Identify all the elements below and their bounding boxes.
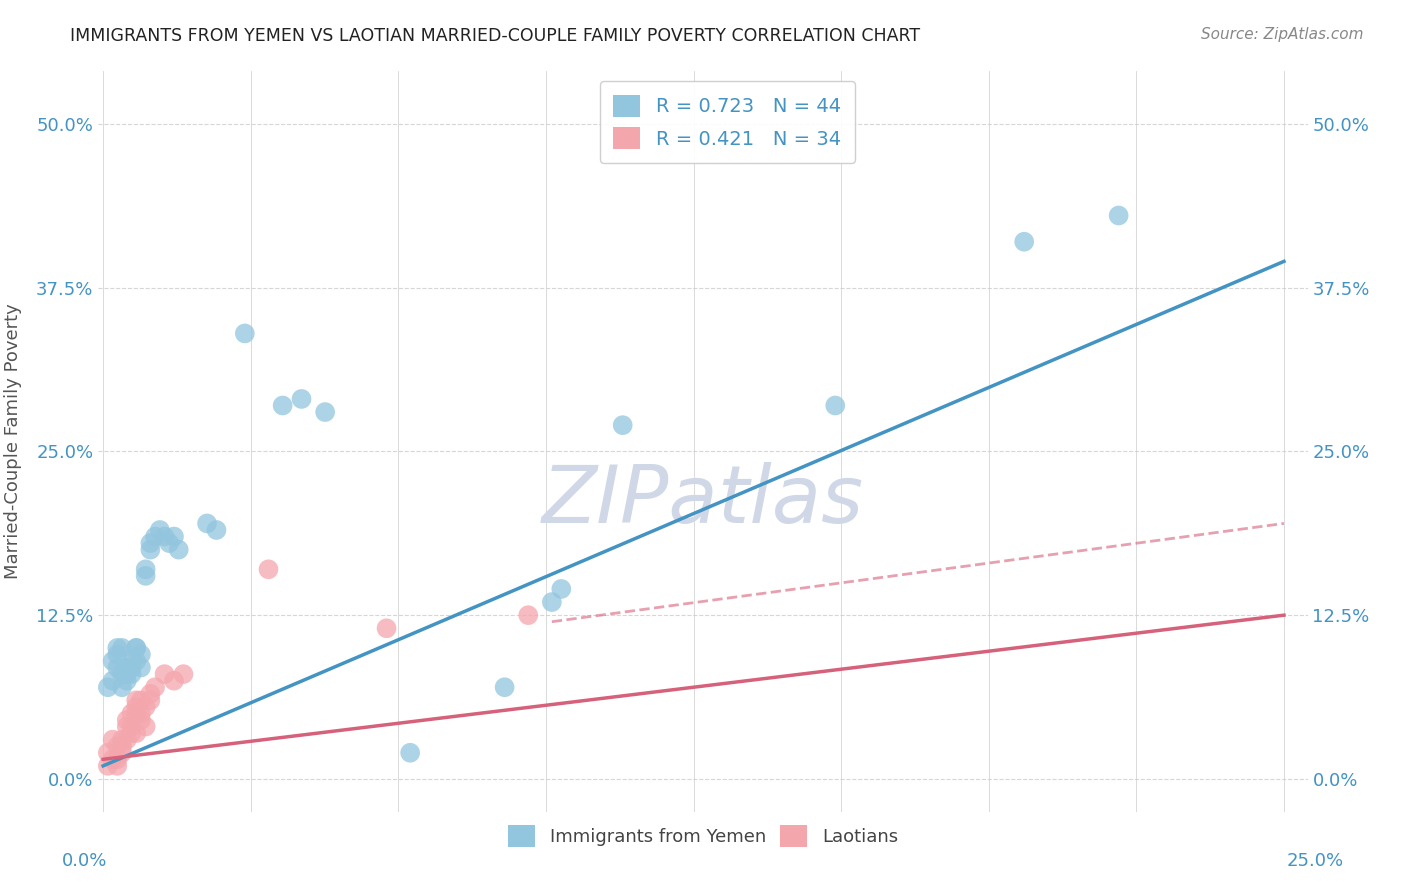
Point <box>121 667 143 681</box>
Point <box>105 640 128 655</box>
Point <box>101 752 124 766</box>
Point <box>121 720 143 734</box>
Legend: Immigrants from Yemen, Laotians: Immigrants from Yemen, Laotians <box>501 818 905 855</box>
Point <box>375 621 398 635</box>
Point <box>121 726 143 740</box>
Point <box>97 746 120 760</box>
Point <box>149 523 172 537</box>
Point <box>121 654 143 668</box>
Point <box>101 654 124 668</box>
Point <box>105 759 128 773</box>
Point <box>139 536 162 550</box>
Point <box>121 706 143 721</box>
Point <box>101 673 124 688</box>
Point <box>824 399 846 413</box>
Point <box>135 720 157 734</box>
Point <box>135 569 157 583</box>
Point <box>163 673 186 688</box>
Point <box>494 680 516 694</box>
Point <box>111 640 134 655</box>
Point <box>612 418 634 433</box>
Point <box>111 667 134 681</box>
Point <box>257 562 280 576</box>
Point <box>314 405 336 419</box>
Text: 0.0%: 0.0% <box>62 853 107 871</box>
Point <box>115 720 138 734</box>
Text: IMMIGRANTS FROM YEMEN VS LAOTIAN MARRIED-COUPLE FAMILY POVERTY CORRELATION CHART: IMMIGRANTS FROM YEMEN VS LAOTIAN MARRIED… <box>70 27 921 45</box>
Point <box>195 516 218 531</box>
Point <box>105 739 128 754</box>
Point <box>111 739 134 754</box>
Point <box>125 699 148 714</box>
Point <box>111 680 134 694</box>
Point <box>115 732 138 747</box>
Point <box>125 726 148 740</box>
Point <box>153 530 176 544</box>
Point <box>153 667 176 681</box>
Point <box>115 673 138 688</box>
Point <box>139 542 162 557</box>
Point <box>111 732 134 747</box>
Y-axis label: Married-Couple Family Poverty: Married-Couple Family Poverty <box>4 303 22 580</box>
Point <box>290 392 312 406</box>
Point <box>115 660 138 674</box>
Point <box>115 667 138 681</box>
Point <box>163 530 186 544</box>
Point <box>550 582 572 596</box>
Point <box>157 536 180 550</box>
Point <box>540 595 562 609</box>
Point <box>172 667 194 681</box>
Point <box>143 680 166 694</box>
Point <box>167 542 190 557</box>
Point <box>129 713 152 727</box>
Point <box>105 752 128 766</box>
Point <box>205 523 228 537</box>
Point <box>125 640 148 655</box>
Point <box>271 399 294 413</box>
Point <box>139 693 162 707</box>
Point <box>135 699 157 714</box>
Text: Source: ZipAtlas.com: Source: ZipAtlas.com <box>1201 27 1364 42</box>
Point <box>143 530 166 544</box>
Point <box>129 693 152 707</box>
Point <box>111 746 134 760</box>
Point <box>125 640 148 655</box>
Point <box>97 680 120 694</box>
Point <box>399 746 422 760</box>
Point <box>105 660 128 674</box>
Point <box>125 693 148 707</box>
Point <box>129 660 152 674</box>
Point <box>1108 209 1130 223</box>
Point <box>129 648 152 662</box>
Point <box>105 648 128 662</box>
Point <box>1012 235 1035 249</box>
Point <box>135 562 157 576</box>
Point <box>121 660 143 674</box>
Point <box>129 706 152 721</box>
Point <box>101 732 124 747</box>
Text: 25.0%: 25.0% <box>1286 853 1344 871</box>
Point <box>115 713 138 727</box>
Point <box>233 326 256 341</box>
Point <box>125 706 148 721</box>
Point <box>97 759 120 773</box>
Text: ZIPatlas: ZIPatlas <box>541 462 865 540</box>
Point <box>125 654 148 668</box>
Point <box>517 608 540 623</box>
Point <box>139 687 162 701</box>
